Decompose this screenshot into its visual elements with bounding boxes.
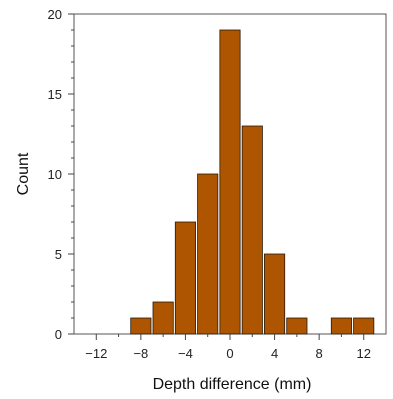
x-tick-label: 4 (271, 346, 278, 361)
x-tick-label: 0 (226, 346, 233, 361)
histogram-bar (286, 317, 308, 335)
bars-group (130, 29, 375, 335)
x-tick-label: −12 (85, 346, 107, 361)
y-axis-ticks: 0 5 10 15 20 (48, 7, 74, 342)
x-tick-label: 8 (316, 346, 323, 361)
histogram-bar (353, 317, 375, 335)
y-tick-label: 15 (48, 87, 62, 102)
y-tick-label: 20 (48, 7, 62, 22)
x-tick-label: −8 (133, 346, 148, 361)
x-tick-label: 12 (356, 346, 370, 361)
histogram-bar (152, 301, 174, 335)
histogram-bar (219, 29, 241, 335)
x-tick-label: −4 (178, 346, 193, 361)
x-axis-ticks: −12 −8 −4 0 4 8 12 (85, 334, 371, 361)
histogram-bar (130, 317, 152, 335)
histogram-bar (241, 125, 263, 335)
y-tick-label: 5 (55, 247, 62, 262)
y-axis-title: Count (15, 152, 32, 195)
histogram-bar (330, 317, 352, 335)
x-axis-title: Depth difference (mm) (153, 376, 312, 393)
y-tick-label: 0 (55, 327, 62, 342)
histogram-bar (197, 173, 219, 335)
histogram-bar (264, 253, 286, 335)
histogram-bar (174, 221, 196, 335)
y-tick-label: 10 (48, 167, 62, 182)
